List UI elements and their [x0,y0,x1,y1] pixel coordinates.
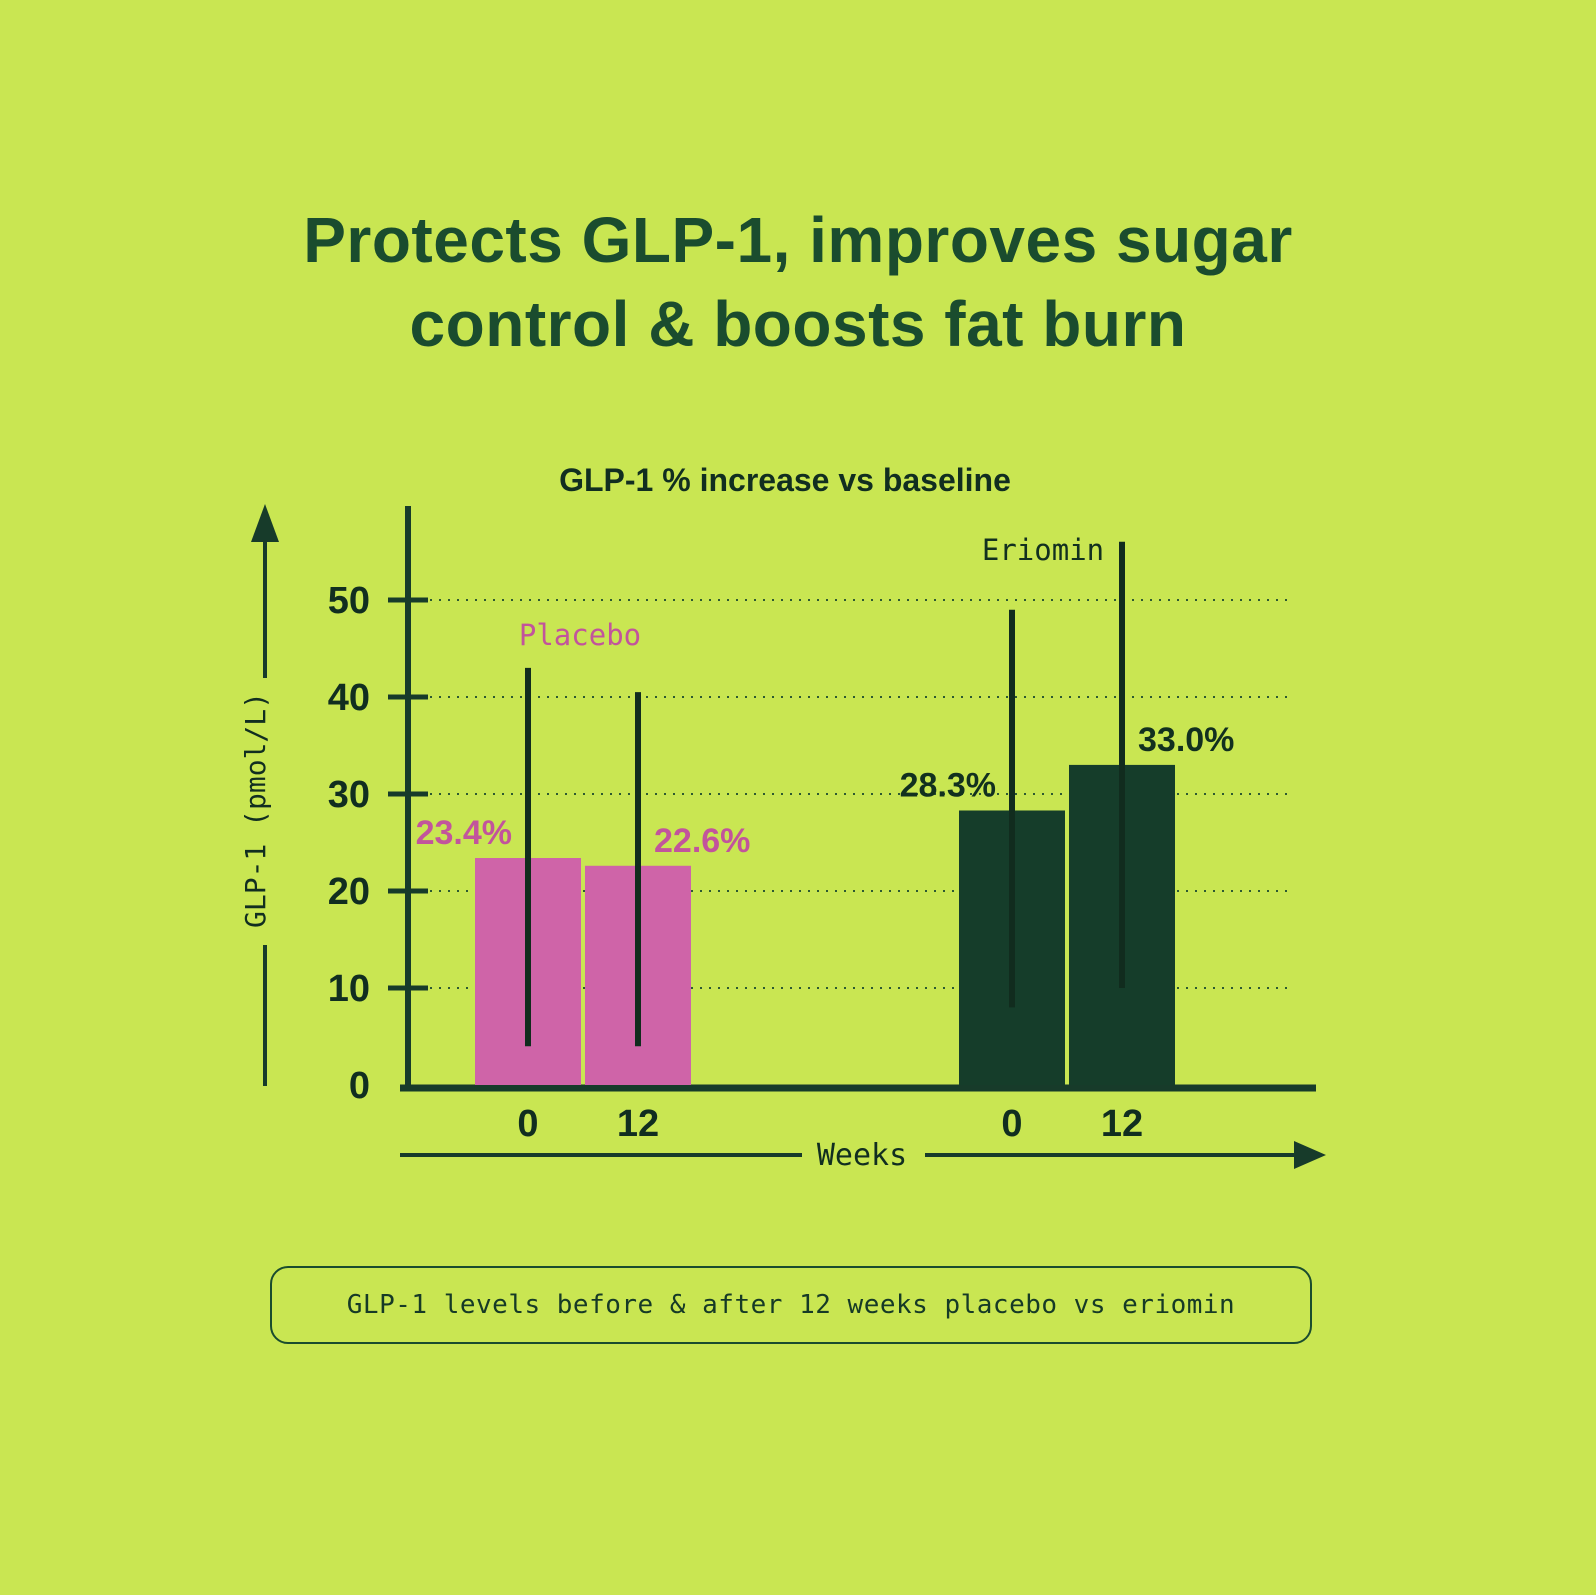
caption-box: GLP-1 levels before & after 12 weeks pla… [270,1266,1312,1344]
y-tick-label: 30 [328,774,370,816]
bar-value-label: 33.0% [1138,721,1234,759]
chart-title: GLP-1 % increase vs baseline [559,462,1011,498]
y-tick-label: 10 [328,968,370,1010]
x-tick-label: 0 [1001,1103,1022,1145]
x-axis-arrowhead [1294,1141,1326,1169]
bar-value-label: 22.6% [654,822,750,860]
x-tick-label: 12 [617,1103,659,1145]
x-axis-label: Weeks [817,1138,907,1173]
x-tick-label: 0 [517,1103,538,1145]
series-label-placebo: Placebo [519,618,641,652]
y-axis-label: GLP-1 (pmol/L) [239,692,272,928]
caption-text: GLP-1 levels before & after 12 weeks pla… [346,1290,1236,1320]
x-tick-label: 12 [1101,1103,1143,1145]
y-tick-label: 40 [328,677,370,719]
bar-value-label: 23.4% [416,814,512,852]
series-label-eriomin: Eriomin [982,533,1104,567]
page-title: Protects GLP-1, improves sugar control &… [303,204,1293,361]
bar-value-label: 28.3% [900,766,996,804]
y-tick-label: 20 [328,871,370,913]
y-axis-arrowhead [251,504,279,542]
y-tick-label: 0 [349,1065,370,1107]
y-tick-label: 50 [328,580,370,622]
